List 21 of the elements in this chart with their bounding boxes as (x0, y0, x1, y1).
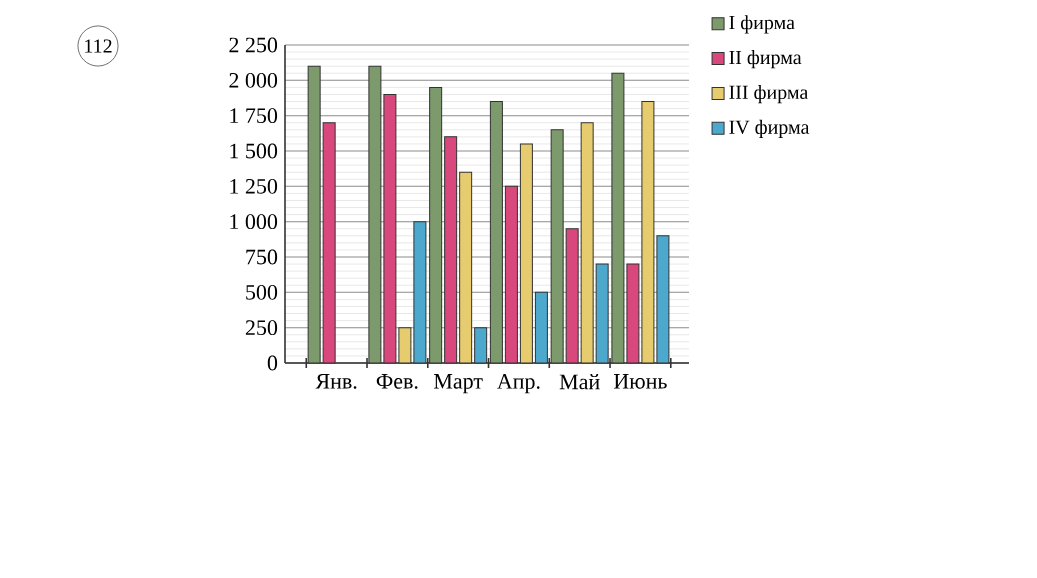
y-tick-label: 2 000 (229, 72, 278, 88)
y-tick-label: 0 (267, 355, 278, 371)
x-tick-label: Май (559, 374, 600, 390)
y-tick-label: 1 750 (230, 108, 278, 124)
y-tick-label: 2 250 (229, 37, 278, 53)
x-tick-label: Март (433, 374, 483, 394)
x-tick-label: Апр. (497, 374, 540, 394)
legend-label: III фирма (729, 84, 809, 104)
x-tick-label: Фев. (376, 374, 418, 389)
y-tick-label: 1 250 (230, 178, 278, 194)
legend-label: II фирма (729, 50, 802, 69)
legend-label: IV фирма (729, 119, 810, 139)
y-tick-label: 750 (246, 249, 278, 265)
y-tick-label: 1 000 (230, 214, 278, 230)
y-tick-label: 500 (246, 284, 278, 300)
x-tick-label: Янв. (315, 374, 357, 389)
text: 112 (85, 39, 112, 53)
legend-label: I фирма (729, 15, 795, 34)
x-tick-label: Июнь (613, 374, 667, 389)
y-tick-label: 250 (245, 320, 278, 336)
y-tick-label: 1 500 (230, 143, 278, 159)
